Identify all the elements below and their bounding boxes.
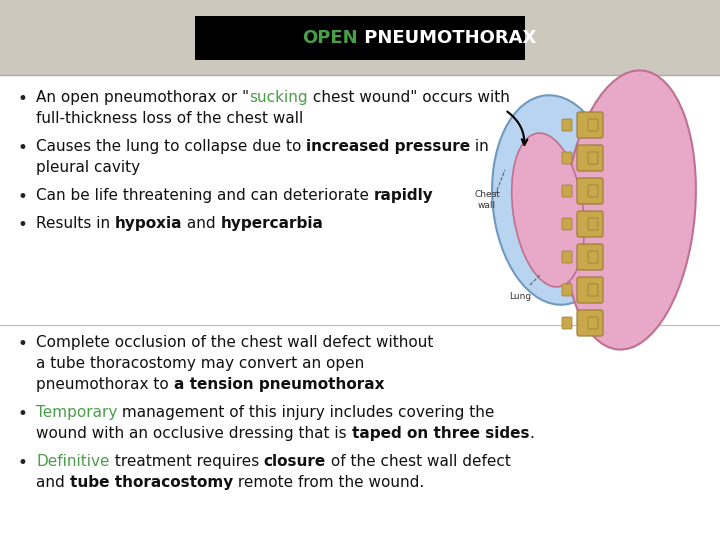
FancyBboxPatch shape [577, 211, 603, 237]
Text: in: in [470, 139, 489, 154]
Text: OPEN: OPEN [302, 29, 358, 47]
FancyBboxPatch shape [562, 251, 572, 263]
Text: Results in: Results in [36, 216, 115, 231]
Bar [195, 16, 525, 60]
Bar [0, 75, 720, 540]
Text: a tube thoracostomy may convert an open: a tube thoracostomy may convert an open [36, 356, 364, 371]
Text: Definitive: Definitive [36, 454, 109, 469]
FancyBboxPatch shape [588, 119, 598, 131]
Text: closure: closure [264, 454, 326, 469]
Text: management of this injury includes covering the: management of this injury includes cover… [117, 405, 495, 420]
Text: PNEUMOTHORAX: PNEUMOTHORAX [358, 29, 536, 47]
Text: pleural cavity: pleural cavity [36, 160, 140, 175]
Text: wound with an occlusive dressing that is: wound with an occlusive dressing that is [36, 426, 351, 441]
FancyBboxPatch shape [588, 284, 598, 296]
Text: and: and [182, 216, 221, 231]
Ellipse shape [564, 70, 696, 349]
FancyBboxPatch shape [577, 145, 603, 171]
Ellipse shape [512, 133, 585, 287]
FancyBboxPatch shape [588, 152, 598, 164]
Text: hypoxia: hypoxia [115, 216, 182, 231]
Text: taped on three sides: taped on three sides [351, 426, 529, 441]
FancyBboxPatch shape [588, 251, 598, 263]
Text: Lung: Lung [509, 292, 531, 301]
Text: sucking: sucking [249, 90, 307, 105]
FancyBboxPatch shape [577, 178, 603, 204]
Text: An open pneumothorax or ": An open pneumothorax or " [36, 90, 249, 105]
FancyBboxPatch shape [562, 119, 572, 131]
Text: .: . [529, 426, 534, 441]
Text: •: • [18, 454, 28, 472]
Text: treatment requires: treatment requires [109, 454, 264, 469]
Ellipse shape [492, 95, 618, 305]
FancyBboxPatch shape [588, 185, 598, 197]
Text: of the chest wall defect: of the chest wall defect [326, 454, 510, 469]
FancyBboxPatch shape [577, 277, 603, 303]
Text: a tension pneumothorax: a tension pneumothorax [174, 377, 384, 392]
Text: chest wound" occurs with: chest wound" occurs with [307, 90, 510, 105]
Text: •: • [18, 216, 28, 234]
Text: full-thickness loss of the chest wall: full-thickness loss of the chest wall [36, 111, 303, 126]
FancyBboxPatch shape [588, 218, 598, 230]
Text: •: • [18, 139, 28, 157]
Text: •: • [18, 405, 28, 423]
Text: •: • [18, 335, 28, 353]
FancyBboxPatch shape [562, 284, 572, 296]
Text: Temporary: Temporary [36, 405, 117, 420]
FancyBboxPatch shape [577, 244, 603, 270]
Text: increased pressure: increased pressure [306, 139, 470, 154]
Text: hypercarbia: hypercarbia [221, 216, 324, 231]
Text: pneumothorax to: pneumothorax to [36, 377, 174, 392]
FancyBboxPatch shape [577, 310, 603, 336]
Bar [0, 0, 720, 75]
FancyBboxPatch shape [562, 218, 572, 230]
FancyBboxPatch shape [562, 152, 572, 164]
Text: Chest
wall: Chest wall [474, 190, 500, 210]
Text: tube thoracostomy: tube thoracostomy [70, 475, 233, 490]
Text: remote from the wound.: remote from the wound. [233, 475, 424, 490]
Text: •: • [18, 90, 28, 108]
FancyBboxPatch shape [562, 317, 572, 329]
FancyBboxPatch shape [577, 112, 603, 138]
FancyBboxPatch shape [562, 185, 572, 197]
Text: Causes the lung to collapse due to: Causes the lung to collapse due to [36, 139, 306, 154]
Text: Complete occlusion of the chest wall defect without: Complete occlusion of the chest wall def… [36, 335, 433, 350]
Text: •: • [18, 188, 28, 206]
FancyBboxPatch shape [588, 317, 598, 329]
Text: rapidly: rapidly [374, 188, 433, 203]
Text: and: and [36, 475, 70, 490]
Text: Can be life threatening and can deteriorate: Can be life threatening and can deterior… [36, 188, 374, 203]
